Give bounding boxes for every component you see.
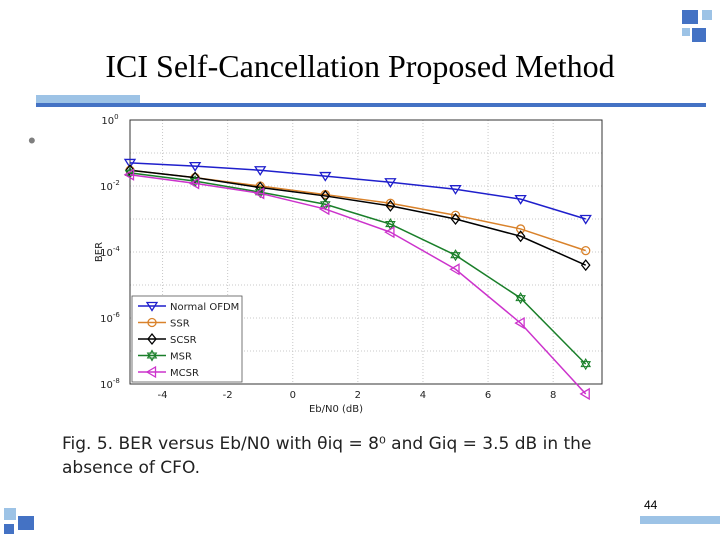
data-point-series-4 (253, 187, 265, 200)
bullet: • (28, 128, 36, 153)
legend-entry: SSR (170, 319, 190, 330)
title-rule-accent (36, 95, 140, 103)
legend-entry: Normal OFDM (170, 302, 239, 313)
caption-line-2: absence of CFO. (62, 458, 201, 478)
ber-chart: -4 -2 0 2 4 6 8 100 10-2 10-4 10-6 10-8 Eb/N0 (dB) BE… (88, 108, 618, 418)
data-point-series-0 (319, 171, 332, 182)
legend-entry: MCSR (170, 368, 199, 379)
series-line-0 (129, 162, 586, 220)
x-axis-label: Eb/N0 (dB) (309, 404, 363, 415)
x-tick-label: -4 (158, 390, 168, 401)
y-tick-label: 10-6 (100, 311, 120, 325)
legend-entry: MSR (170, 352, 192, 363)
plot-frame (129, 119, 603, 385)
x-tick-label: 6 (485, 390, 491, 401)
data-point-series-1 (515, 224, 526, 234)
x-tick-label: 0 (290, 390, 296, 401)
legend-marker (147, 317, 157, 328)
data-point-series-0 (123, 158, 137, 169)
series-line-2 (129, 169, 587, 266)
data-point-series-3 (385, 218, 396, 228)
data-point-series-3 (450, 252, 461, 262)
data-point-series-4 (449, 263, 460, 276)
y-tick-label: 100 (101, 113, 118, 127)
data-point-series-0 (254, 166, 267, 176)
data-point-series-0 (384, 178, 397, 188)
decorative-bar-bottom (640, 516, 720, 524)
data-point-series-4 (384, 225, 395, 239)
data-point-series-3 (385, 221, 396, 231)
data-point-series-4 (514, 316, 525, 330)
legend-marker (146, 349, 158, 359)
data-point-series-3 (580, 361, 592, 371)
legend-entry: SCSR (170, 335, 197, 346)
data-point-series-4 (188, 177, 200, 190)
title-rule (36, 103, 706, 107)
data-point-series-4 (579, 387, 590, 401)
data-point-series-3 (124, 169, 136, 179)
legend-marker (145, 301, 159, 312)
data-point-series-3 (515, 292, 526, 302)
y-axis-label: BER (94, 242, 105, 262)
data-point-series-4 (123, 168, 135, 181)
page-number: 44 (644, 498, 658, 512)
caption-line-1: Fig. 5. BER versus Eb/N0 with θiq = 8⁰ a… (62, 434, 592, 454)
data-point-series-3 (450, 249, 461, 259)
data-point-series-3 (515, 295, 526, 305)
x-tick-label: -2 (223, 390, 233, 401)
data-point-series-1 (385, 198, 396, 208)
figure-caption: Fig. 5. BER versus Eb/N0 with θiq = 8⁰ a… (62, 432, 662, 480)
data-point-series-0 (514, 194, 527, 205)
legend-marker (146, 352, 158, 362)
x-tick-label: 4 (420, 390, 426, 401)
y-tick-label: 10-8 (100, 377, 120, 391)
legend-marker (147, 332, 157, 346)
x-tick-label: 2 (355, 390, 361, 401)
data-point-series-0 (188, 161, 202, 172)
data-point-series-3 (580, 358, 592, 368)
data-point-series-1 (581, 245, 591, 256)
slide-title: ICI Self-Cancellation Proposed Method (105, 48, 615, 84)
data-point-series-2 (385, 199, 396, 212)
data-point-series-4 (319, 202, 330, 216)
data-point-series-2 (580, 259, 591, 272)
data-point-series-0 (579, 214, 592, 225)
data-point-series-2 (320, 189, 331, 202)
data-point-series-2 (450, 212, 461, 226)
series-line-4 (129, 173, 587, 395)
legend-marker (145, 365, 157, 379)
y-tick-label: 10-2 (100, 179, 120, 193)
series-line-3 (129, 172, 587, 365)
data-point-series-0 (449, 185, 462, 195)
x-tick-label: 8 (550, 390, 556, 401)
data-point-series-2 (515, 230, 526, 243)
data-point-series-2 (190, 171, 200, 184)
